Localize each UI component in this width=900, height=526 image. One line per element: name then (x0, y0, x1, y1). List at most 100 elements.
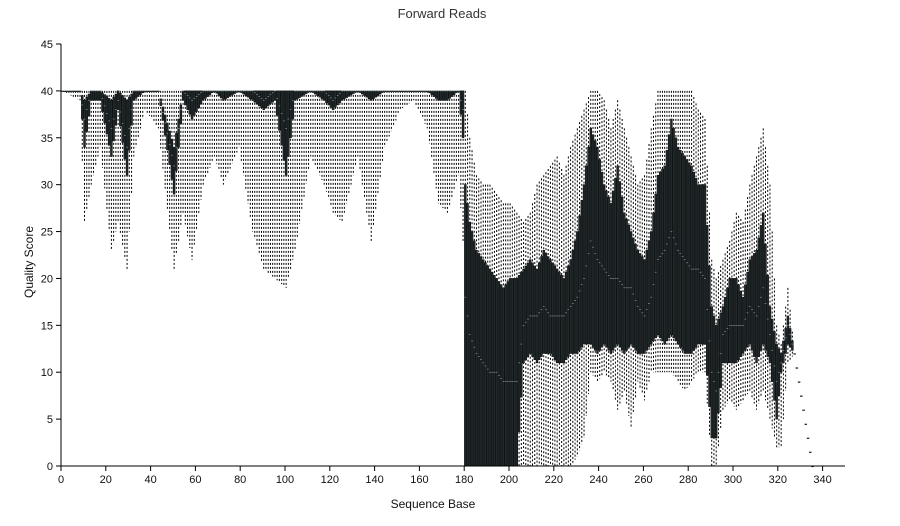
base-boxplot (188, 90, 192, 248)
base-boxplot (793, 353, 796, 355)
base-boxplot (697, 109, 700, 373)
iqr-box (685, 159, 689, 354)
base-boxplot (76, 90, 80, 100)
iqr-box (558, 271, 561, 364)
base-boxplot (428, 90, 431, 144)
x-tick-label: 120 (321, 474, 339, 486)
base-boxplot (410, 90, 413, 102)
iqr-box (658, 171, 662, 339)
base-boxplot (101, 90, 104, 168)
iqr-box (524, 265, 528, 361)
base-boxplot (190, 90, 194, 260)
iqr-box (208, 90, 212, 95)
iqr-box (280, 90, 283, 146)
base-boxplot (394, 90, 398, 121)
base-boxplot (714, 278, 718, 466)
iqr-box (531, 262, 534, 357)
base-boxplot (354, 90, 357, 166)
iqr-box (504, 284, 507, 467)
iqr-box (750, 256, 754, 351)
base-boxplot (235, 90, 239, 153)
base-boxplot (804, 423, 808, 425)
iqr-box (273, 90, 277, 101)
base-boxplot (497, 197, 501, 467)
base-boxplot (316, 90, 319, 171)
y-tick-label: 40 (41, 86, 53, 98)
iqr-box (92, 90, 95, 101)
iqr-box (567, 265, 570, 357)
base-boxplot (307, 90, 310, 170)
iqr-box (193, 90, 196, 116)
y-tick-label: 35 (41, 133, 53, 145)
iqr-box (576, 231, 579, 354)
base-boxplot (363, 90, 366, 199)
base-boxplot (681, 90, 684, 388)
iqr-box (468, 221, 472, 467)
base-boxplot (699, 112, 702, 373)
iqr-box (175, 132, 178, 171)
iqr-box (199, 90, 203, 105)
base-boxplot (237, 90, 241, 148)
base-boxplot (121, 90, 124, 246)
base-boxplot (618, 109, 622, 404)
base-boxplot (623, 128, 626, 391)
base-boxplot (228, 90, 232, 169)
base-boxplot (336, 90, 339, 218)
base-boxplot (712, 269, 716, 466)
iqr-box (560, 275, 563, 364)
base-boxplot (83, 90, 86, 223)
base-boxplot (148, 90, 151, 116)
base-boxplot (710, 259, 713, 466)
base-boxplot (338, 90, 342, 220)
iqr-box (766, 275, 769, 357)
iqr-box (105, 96, 109, 135)
base-boxplot (128, 90, 131, 232)
iqr-box (94, 90, 97, 101)
iqr-box (318, 90, 321, 98)
base-boxplot (605, 109, 608, 376)
iqr-box (529, 259, 532, 354)
iqr-box (674, 137, 678, 342)
base-boxplot (766, 165, 769, 410)
base-boxplot (119, 90, 122, 234)
base-boxplot (493, 190, 496, 467)
base-boxplot (457, 90, 460, 176)
iqr-box (305, 90, 308, 94)
base-boxplot (441, 90, 445, 209)
iqr-box (195, 90, 198, 112)
base-boxplot (535, 184, 539, 466)
base-boxplot (374, 90, 377, 210)
base-boxplot (345, 90, 348, 204)
iqr-box (464, 184, 467, 467)
base-boxplot (103, 90, 106, 189)
base-boxplot (564, 165, 568, 466)
iqr-box (627, 225, 631, 348)
base-boxplot (730, 231, 734, 404)
iqr-box (459, 90, 463, 115)
base-boxplot (614, 109, 617, 401)
iqr-box (748, 259, 752, 345)
base-boxplot (784, 306, 787, 391)
base-boxplot (202, 90, 205, 185)
iqr-box (298, 90, 301, 98)
base-boxplot (459, 90, 463, 209)
x-tick-label: 340 (813, 474, 831, 486)
base-boxplot (262, 90, 265, 270)
base-boxplot (735, 212, 738, 410)
base-boxplot (676, 90, 680, 382)
base-boxplot (504, 203, 507, 467)
iqr-box (128, 96, 131, 151)
base-boxplot (349, 90, 353, 185)
iqr-box (322, 90, 326, 101)
iqr-box (249, 90, 252, 100)
base-boxplot (674, 90, 678, 379)
base-boxplot (645, 159, 648, 391)
base-boxplot (737, 215, 740, 407)
base-boxplot (417, 90, 420, 110)
iqr-box (266, 90, 270, 107)
base-boxplot (240, 90, 243, 162)
base-boxplot (322, 90, 326, 185)
iqr-box (98, 90, 102, 101)
base-boxplot (488, 184, 492, 467)
